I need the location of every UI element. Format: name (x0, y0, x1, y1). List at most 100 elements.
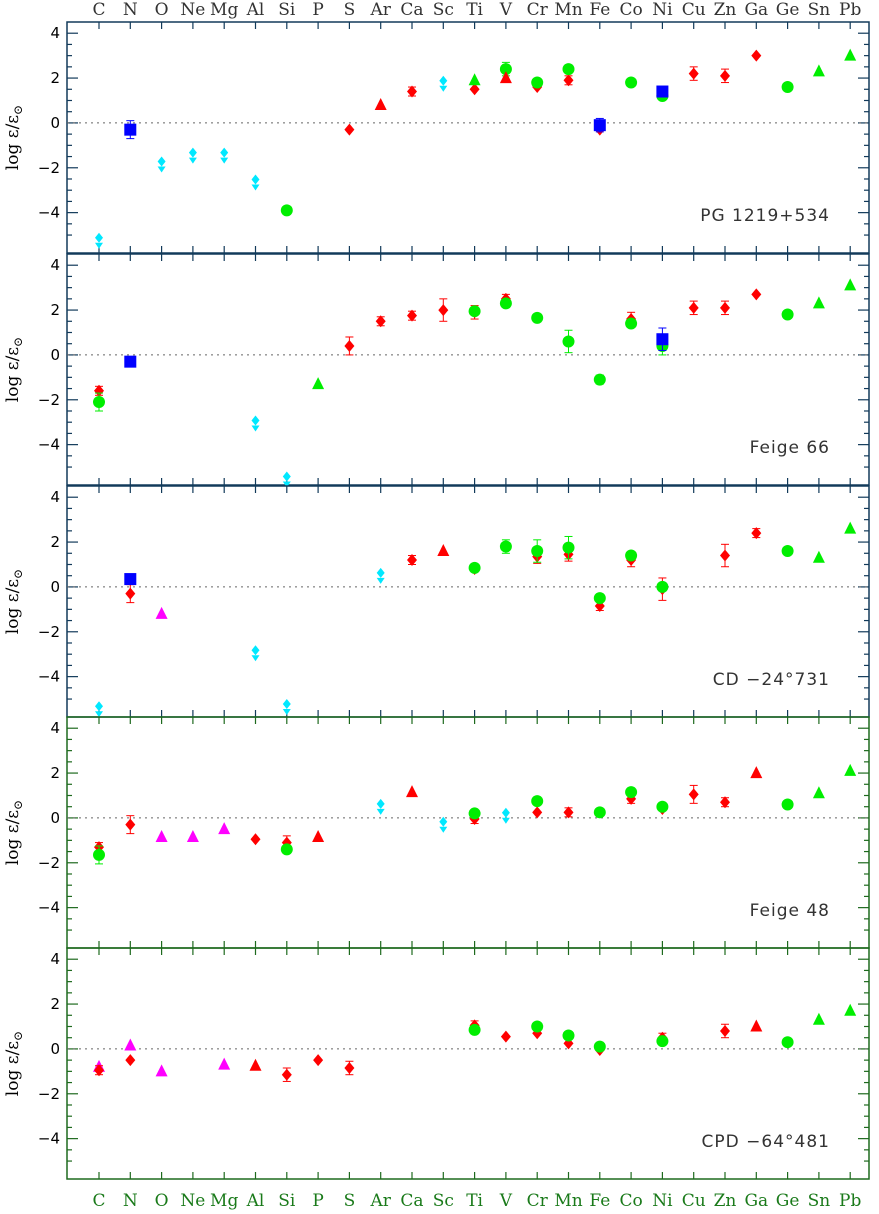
data-point-sn (812, 1012, 825, 1025)
bottom-element-label: S (344, 1191, 356, 1211)
data-point-ni (656, 580, 669, 593)
data-point-ni (656, 800, 669, 813)
data-point-p (312, 829, 325, 842)
data-point-mg (220, 147, 229, 158)
data-point-ar-arrow (376, 808, 385, 815)
data-point-ga (751, 527, 762, 540)
data-point-co (625, 76, 638, 89)
data-point-ge (781, 1036, 794, 1049)
top-element-label: Pb (839, 0, 861, 20)
data-point-mn (563, 74, 574, 87)
data-point-v (499, 297, 512, 310)
data-point-pb (844, 1003, 857, 1016)
data-point-zn (720, 1024, 730, 1037)
y-tick-label: −2 (38, 854, 60, 872)
top-element-label: Ar (369, 0, 391, 20)
top-element-label: Cu (682, 0, 706, 20)
data-point-ti (469, 83, 480, 96)
bottom-element-label: Ga (744, 1191, 768, 1211)
y-tick-label: −4 (38, 668, 60, 686)
data-point-v (500, 1030, 511, 1043)
data-point-si (281, 1068, 292, 1081)
data-point-zn (720, 301, 730, 314)
data-point-mn (563, 806, 574, 819)
y-tick-label: 4 (50, 719, 60, 737)
data-point-al-arrow (251, 655, 260, 662)
data-point-fe (593, 806, 606, 819)
data-point-c (94, 1064, 104, 1077)
bottom-element-label: Ca (400, 1191, 423, 1211)
data-point-v (499, 540, 512, 553)
y-tick-label: 4 (50, 24, 60, 42)
data-point-fe (593, 1040, 606, 1053)
data-point-o (155, 829, 168, 842)
data-point-si (280, 843, 293, 856)
data-point-sn (812, 550, 825, 563)
star-name: PG 1219+534 (700, 206, 830, 226)
top-element-label: Ti (466, 0, 483, 20)
data-point-al (250, 833, 261, 846)
bottom-element-label: Si (278, 1191, 296, 1211)
data-point-al (251, 645, 260, 656)
bottom-element-label: Zn (714, 1191, 737, 1211)
data-point-ca (406, 785, 418, 798)
data-point-n (125, 818, 136, 831)
data-point-ga (751, 288, 762, 301)
data-point-s (344, 123, 355, 136)
data-point-si (280, 204, 293, 217)
data-point-sc-arrow (439, 85, 448, 92)
top-element-label: P (312, 0, 323, 20)
data-point-al (251, 174, 260, 185)
data-point-ni (656, 333, 669, 346)
y-tick-label: −2 (38, 623, 60, 641)
data-point-ne-arrow (188, 157, 197, 164)
y-axis-label: log ε/ε⊙ (3, 800, 25, 865)
data-point-ar (376, 798, 385, 809)
panel-1: 4 2 0 −2 −4 log ε/ε⊙ PG 1219+534 (3, 21, 870, 254)
data-point-sn (812, 786, 825, 799)
top-element-label: Sn (808, 0, 831, 20)
data-point-cr (531, 76, 544, 89)
data-point-ge (781, 81, 794, 94)
data-point-zn (720, 796, 730, 809)
y-tick-label: −4 (38, 1130, 60, 1148)
top-element-label: Mn (554, 0, 582, 20)
data-point-ga (750, 1019, 763, 1032)
y-tick-label: 2 (50, 301, 60, 319)
data-point-si-arrow (282, 709, 291, 716)
top-element-label: Ca (400, 0, 423, 20)
bottom-element-label: Sn (808, 1191, 831, 1211)
data-point-cr (531, 545, 544, 558)
star-name: CD −24°731 (713, 670, 830, 690)
top-element-label: C (92, 0, 105, 20)
data-point-ti (468, 305, 481, 318)
data-point-s (344, 339, 355, 352)
data-point-zn (720, 69, 730, 82)
panel-4: 4 2 0 −2 −4 log ε/ε⊙ Feige 48 (3, 716, 870, 949)
top-element-label: Si (278, 0, 296, 20)
data-point-ar (376, 567, 385, 578)
data-point-si (282, 471, 291, 482)
data-point-ti (468, 1023, 481, 1036)
data-point-mn (562, 1029, 575, 1042)
data-point-ca (407, 554, 417, 567)
y-axis-label: log ε/ε⊙ (3, 337, 25, 402)
data-point-mg-arrow (220, 157, 229, 164)
data-point-fe (593, 592, 606, 605)
data-point-pb (844, 48, 857, 61)
data-point-ni (656, 85, 669, 98)
y-tick-label: 0 (50, 114, 60, 132)
y-tick-label: −2 (38, 159, 60, 177)
data-point-ga (751, 49, 762, 62)
data-point-ti (468, 561, 481, 574)
y-tick-label: 2 (50, 533, 60, 551)
data-point-si-arrow (282, 481, 291, 488)
y-tick-label: 0 (50, 1040, 60, 1058)
data-point-n (124, 1038, 137, 1051)
bottom-element-label: V (499, 1191, 513, 1211)
panel-3: 4 2 0 −2 −4 log ε/ε⊙ CD −24°731 (3, 485, 870, 718)
data-point-c (95, 232, 103, 243)
y-tick-label: 2 (50, 69, 60, 87)
star-name: Feige 48 (750, 901, 830, 921)
data-point-n (124, 355, 137, 368)
